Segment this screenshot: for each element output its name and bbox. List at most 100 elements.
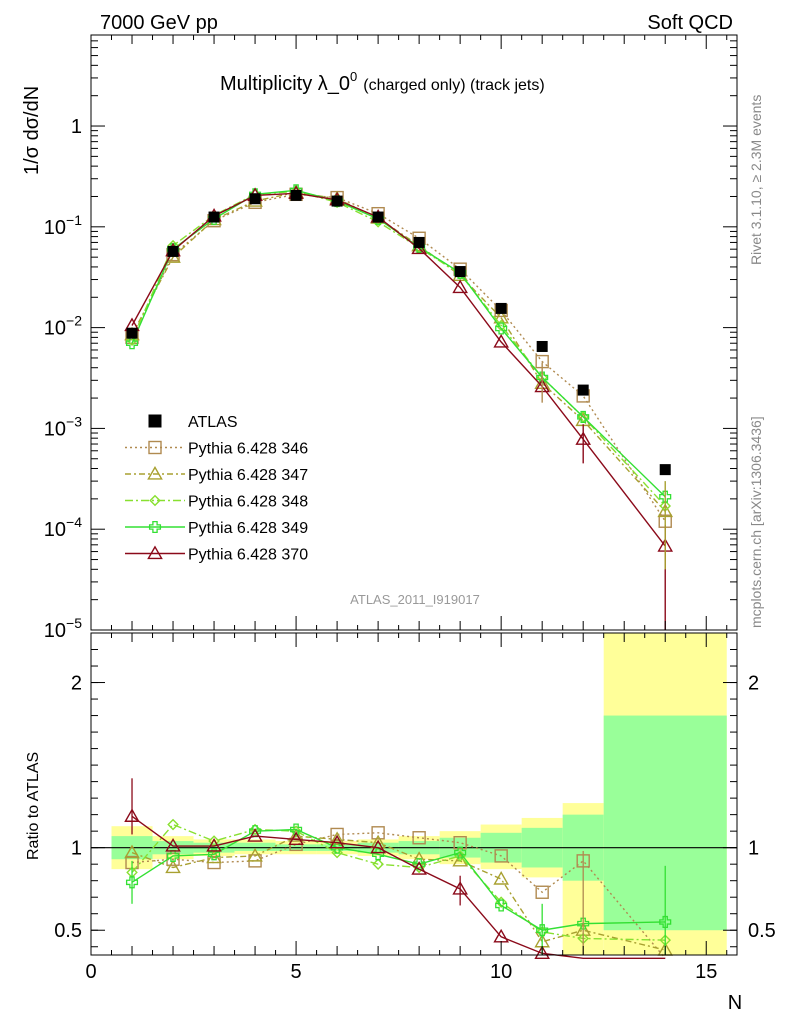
ratio-ytick-label-right: 2 [748, 673, 759, 695]
legend-label: Pythia 6.428 347 [188, 467, 308, 484]
legend-label: Pythia 6.428 370 [188, 547, 308, 564]
main-series-point [495, 322, 508, 335]
ratio-series-point [249, 823, 261, 836]
ratio-series-line [131, 835, 666, 951]
ratio-xtick-label: 5 [291, 961, 302, 983]
ratio-series-point [247, 828, 263, 842]
main-series-line [131, 191, 666, 512]
ratio-ytick-label-right: 1 [748, 838, 759, 860]
main-ytick-mantissa: 10 [44, 217, 66, 239]
atlas-data-point [659, 464, 671, 476]
main-ytick-label: 10−2 [44, 313, 82, 340]
ratio-series-point [536, 924, 549, 937]
rivet-label: Rivet 3.1.10, ≥ 2.3M events [748, 95, 764, 265]
ratio-series-point [370, 839, 386, 854]
ratio-inner-band [234, 842, 276, 851]
ratio-series-point [288, 828, 304, 842]
ratio-series-line [131, 832, 666, 959]
ratio-series-point [330, 827, 344, 842]
main-ylabel: 1/σ dσ/dN [21, 86, 43, 175]
ratio-ytick-label: 2 [71, 673, 82, 695]
legend-atlas-label: ATLAS [188, 414, 238, 431]
legend-marker [148, 440, 162, 455]
main-title: Multiplicity λ_00 (charged only) (track j… [220, 69, 545, 95]
ratio-xtick-label: 0 [85, 961, 96, 983]
ratio-series-point [247, 847, 263, 862]
atlas-data-point [454, 266, 466, 278]
main-ytick-label: 1 [71, 116, 82, 138]
ratio-series-point [329, 831, 345, 846]
main-ytick-exponent: −1 [66, 212, 82, 228]
main-ytick-label: 10−4 [44, 514, 82, 541]
ratio-series-point [165, 838, 181, 852]
main-ytick-mantissa: 10 [44, 418, 66, 440]
legend-marker [147, 545, 163, 560]
legend-marker [149, 494, 161, 507]
atlas-data-point [577, 384, 589, 396]
main-ytick-label: 10−5 [44, 615, 82, 642]
atlas-data-point [372, 211, 384, 223]
main-frame [90, 34, 738, 631]
ratio-series-point [125, 876, 139, 889]
main-series-point [577, 410, 590, 423]
atlas-data-point [331, 195, 343, 207]
main-ytick-mantissa: 10 [44, 318, 66, 340]
main-ytick-exponent: −3 [66, 413, 82, 429]
ratio-series-point [453, 836, 467, 850]
main-ytick-exponent: −5 [66, 615, 82, 631]
main-series-point [493, 333, 509, 348]
ratio-series-point [288, 831, 304, 846]
ratio-series-point [493, 871, 509, 885]
atlas-data-point [167, 245, 179, 257]
ratio-series-point [165, 859, 181, 874]
legend-marker [148, 520, 162, 534]
legend: ATLAS Pythia 6.428 346 Pythia 6.428 347 Pyt… [125, 414, 308, 564]
main-ytick-mantissa: 10 [44, 620, 66, 642]
ratio-xlabel: N [728, 992, 742, 1014]
ratio-series-point [329, 834, 345, 849]
atlas-data-point [413, 236, 425, 248]
ratio-ytick-label-right: 0.5 [748, 920, 776, 942]
ratio-ytick-label: 0.5 [54, 920, 82, 942]
legend-label: Pythia 6.428 349 [188, 520, 308, 537]
main-ytick-label: 10−3 [44, 413, 82, 440]
ratio-frame [90, 632, 738, 956]
ratio-panel: 0.5 0.5 1 1 2 2 0 5 10 15 Ratio to ATLAS N [25, 632, 776, 1014]
ratio-series-point [167, 818, 179, 831]
main-title-suffix: (charged only) (track jets) [363, 77, 544, 94]
ratio-series-point [166, 849, 180, 862]
ratio-series-point [412, 831, 426, 845]
mcplots-label: mcplots.cern.ch [arXiv:1306.3436] [748, 416, 764, 628]
main-series-point [125, 337, 139, 350]
main-ytick-mantissa: 10 [44, 519, 66, 541]
main-ytick-exponent: −4 [66, 514, 82, 530]
ratio-series-point [290, 823, 303, 836]
atlas-data-point [495, 302, 507, 314]
main-series-point [452, 279, 468, 294]
main-title-sup: 0 [350, 69, 357, 84]
ratio-ylabel: Ratio to ATLAS [25, 752, 42, 860]
ratio-series-point [371, 826, 385, 840]
legend-label: Pythia 6.428 346 [188, 441, 308, 458]
legend-label: Pythia 6.428 348 [188, 494, 308, 511]
ratio-series-point [494, 849, 508, 863]
atlas-data-point [126, 327, 138, 339]
header-right: Soft QCD [647, 12, 733, 34]
atlas-data-point [290, 189, 302, 201]
ratio-series-point [659, 915, 672, 929]
ratio-ytick-label: 1 [71, 838, 82, 860]
legend-marker [147, 465, 163, 480]
main-series-line [131, 190, 666, 507]
watermark: ATLAS_2011_I919017 [350, 592, 480, 607]
header-left: 7000 GeV pp [100, 12, 218, 34]
atlas-data-point [208, 211, 220, 223]
ratio-series-point [577, 917, 590, 930]
ratio-xtick-label: 10 [490, 961, 512, 983]
ratio-series-point [454, 846, 467, 859]
atlas-data-point [536, 340, 548, 352]
ratio-series-point [206, 838, 222, 852]
ratio-series-point [372, 858, 384, 870]
ratio-series-point [124, 844, 140, 859]
legend-atlas-marker [148, 414, 162, 428]
